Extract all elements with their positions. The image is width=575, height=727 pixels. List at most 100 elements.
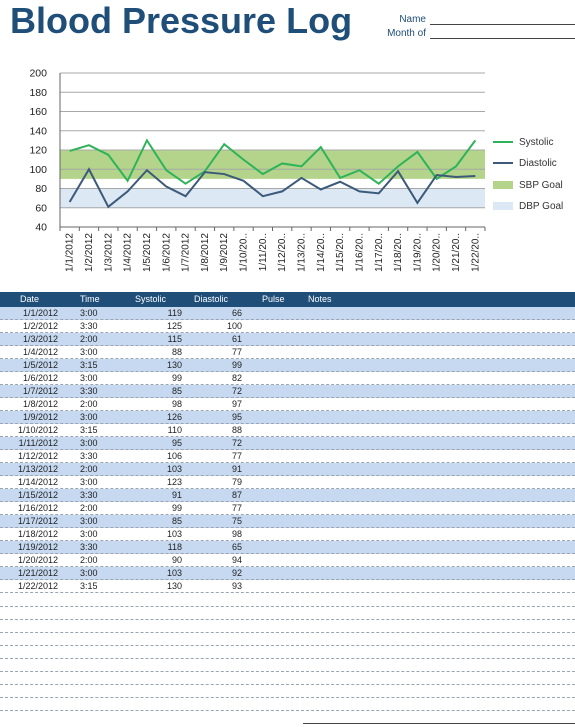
name-label: Name [399,14,426,25]
empty-row [0,606,575,607]
empty-row [0,671,575,672]
y-tick-label: 60 [35,202,47,214]
cell-diastolic: 93 [231,581,242,591]
cell-date: 1/7/2012 [22,386,58,396]
empty-row [0,619,575,620]
cell-systolic: 99 [171,373,182,383]
table-row: 1/8/2012 2:00 98 97 [0,398,575,411]
cell-diastolic: 61 [231,334,242,344]
cell-systolic: 90 [171,555,182,565]
empty-row [0,632,575,633]
table-row: 1/20/2012 2:00 90 94 [0,554,575,567]
x-tick-label: 1/10/20.. [239,233,250,272]
header-date: Date [20,294,40,304]
cell-diastolic: 98 [231,529,242,539]
cell-time: 3:30 [80,321,98,331]
cell-date: 1/11/2012 [18,438,58,448]
cell-date: 1/14/2012 [17,477,58,487]
cell-time: 3:15 [80,581,98,591]
cell-date: 1/4/2012 [22,347,58,357]
name-field[interactable] [430,24,575,25]
x-tick-label: 1/21/20.. [451,233,462,272]
table-row: 1/6/2012 3:00 99 82 [0,372,575,385]
month-field[interactable] [430,38,575,39]
cell-systolic: 126 [166,412,182,422]
cell-diastolic: 92 [231,568,242,578]
cell-diastolic: 99 [231,360,242,370]
cell-systolic: 118 [167,542,182,552]
x-tick-label: 1/20/20.. [432,233,443,272]
header-time: Time [80,294,100,304]
table-row: 1/13/2012 2:00 103 91 [0,463,575,476]
cell-systolic: 85 [171,386,182,396]
table-row: 1/10/2012 3:15 110 88 [0,424,575,437]
table-row: 1/2/2012 3:30 125 100 [0,320,575,333]
cell-time: 2:00 [80,503,98,513]
x-tick-label: 1/13/20.. [296,233,307,272]
table-row: 1/7/2012 3:30 85 72 [0,385,575,398]
cell-systolic: 119 [167,308,182,318]
empty-row [0,710,575,711]
cell-date: 1/8/2012 [22,399,58,409]
series-line-diastolic [68,167,476,209]
cell-date: 1/12/2012 [17,451,58,461]
cell-systolic: 106 [166,451,182,461]
x-tick-label: 1/14/20.. [316,233,327,272]
y-tick-label: 80 [35,183,47,195]
month-label: Month of [387,28,426,39]
cell-date: 1/2/2012 [22,321,58,331]
y-tick-label: 140 [29,125,47,137]
cell-diastolic: 72 [231,438,242,448]
page-title: Blood Pressure Log [10,0,353,41]
cell-time: 3:30 [80,490,98,500]
x-tick-label: 1/22/20.. [470,233,481,272]
table-row: 1/16/2012 2:00 99 77 [0,502,575,515]
empty-row [0,684,575,685]
legend-diastolic: Diastolic [493,158,557,169]
table-row: 1/21/2012 3:00 103 92 [0,567,575,580]
cell-time: 3:00 [80,373,98,383]
cell-time: 3:30 [80,451,98,461]
cell-systolic: 130 [166,360,182,370]
cell-diastolic: 79 [231,477,242,487]
cell-diastolic: 75 [231,516,242,526]
cell-date: 1/10/2012 [17,425,58,435]
cell-time: 3:15 [80,360,98,370]
cell-diastolic: 72 [231,386,242,396]
legend-dbp-goal: DBP Goal [493,201,563,212]
cell-diastolic: 95 [231,412,242,422]
header-systolic: Systolic [135,294,167,304]
cell-diastolic: 77 [231,451,242,461]
cell-date: 1/5/2012 [22,360,58,370]
legend-sbp-goal-swatch [493,181,513,190]
table-row: 1/18/2012 3:00 103 98 [0,528,575,541]
table-row: 1/15/2012 3:30 91 87 [0,489,575,502]
header-diastolic: Diastolic [194,294,229,304]
table-row: 1/14/2012 3:00 123 79 [0,476,575,489]
x-tick-label: 1/3/2012 [103,233,114,272]
cell-date: 1/17/2012 [17,516,58,526]
x-tick-label: 1/19/20.. [412,233,423,272]
cell-systolic: 103 [166,529,182,539]
cell-date: 1/21/2012 [17,568,58,578]
cell-systolic: 115 [167,334,182,344]
legend-diastolic-swatch [493,162,513,165]
cell-systolic: 95 [171,438,182,448]
cell-date: 1/15/2012 [17,490,58,500]
cell-systolic: 110 [167,425,182,435]
cell-time: 3:15 [80,425,98,435]
legend-systolic-swatch [493,141,513,144]
cell-systolic: 88 [171,347,182,357]
cell-time: 3:00 [80,529,98,539]
x-tick-label: 1/7/2012 [181,233,192,272]
legend-sbp-goal: SBP Goal [493,180,563,191]
cell-date: 1/20/2012 [17,555,58,565]
cell-systolic: 123 [166,477,182,487]
x-tick-label: 1/9/2012 [219,233,230,272]
cell-time: 3:00 [80,568,98,578]
table-row: 1/19/2012 3:30 118 65 [0,541,575,554]
x-tick-label: 1/5/2012 [142,233,153,272]
legend-systolic-label: Systolic [519,137,554,148]
y-tick-label: 40 [35,222,47,234]
cell-diastolic: 77 [231,503,242,513]
